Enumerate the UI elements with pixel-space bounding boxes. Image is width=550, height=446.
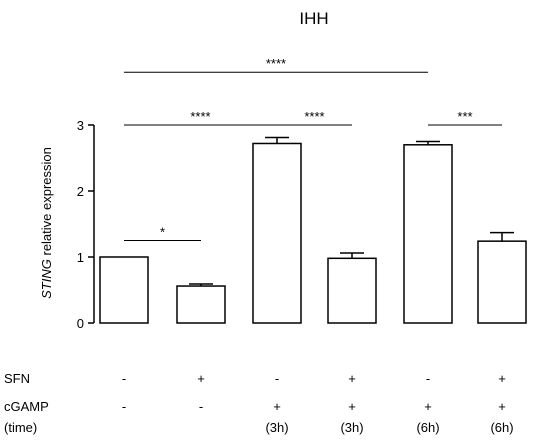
y-axis-label-rest: relative expression [39,147,54,259]
bar [327,257,377,324]
condition-value: + [348,399,356,414]
condition-value: + [424,399,432,414]
bar [99,256,149,324]
condition-value: - [122,371,126,386]
y-tick-label: 3 [77,118,84,133]
bars [99,136,527,324]
condition-value: + [273,399,281,414]
condition-value: - [275,371,279,386]
y-tick-label: 0 [77,316,84,331]
condition-table: SFN - + - + - + cGAMP - - + + + + (time) (3h) (3h) (6h) (6… [4,371,514,435]
bar [252,142,302,324]
condition-value: - [426,371,430,386]
condition-value: (6h) [416,420,439,435]
condition-value: + [498,371,506,386]
significance-label: **** [304,109,324,124]
condition-value: (3h) [340,420,363,435]
condition-value: (6h) [490,420,513,435]
y-axis: 0 1 2 3 [77,118,95,331]
significance-brackets: ***** **** ******* [124,56,502,241]
y-tick-label: 2 [77,184,84,199]
condition-row-label: SFN [4,371,30,386]
chart-title: IHH [299,9,328,28]
condition-value: - [199,399,203,414]
bar [477,240,527,324]
significance-label: * [160,225,165,240]
significance-label: **** [266,56,286,71]
condition-value: + [498,399,506,414]
bar [403,144,453,324]
bar [176,285,226,324]
significance-label: *** [457,109,472,124]
y-axis-label-italic: STING [39,259,54,299]
y-tick-label: 1 [77,250,84,265]
y-axis-label: STING relative expression [39,147,54,299]
condition-value: - [122,399,126,414]
condition-row-label: (time) [4,420,37,435]
condition-value: + [197,371,205,386]
condition-value: (3h) [265,420,288,435]
condition-value: + [348,371,356,386]
significance-label: **** [190,109,210,124]
condition-row-label: cGAMP [4,399,49,414]
